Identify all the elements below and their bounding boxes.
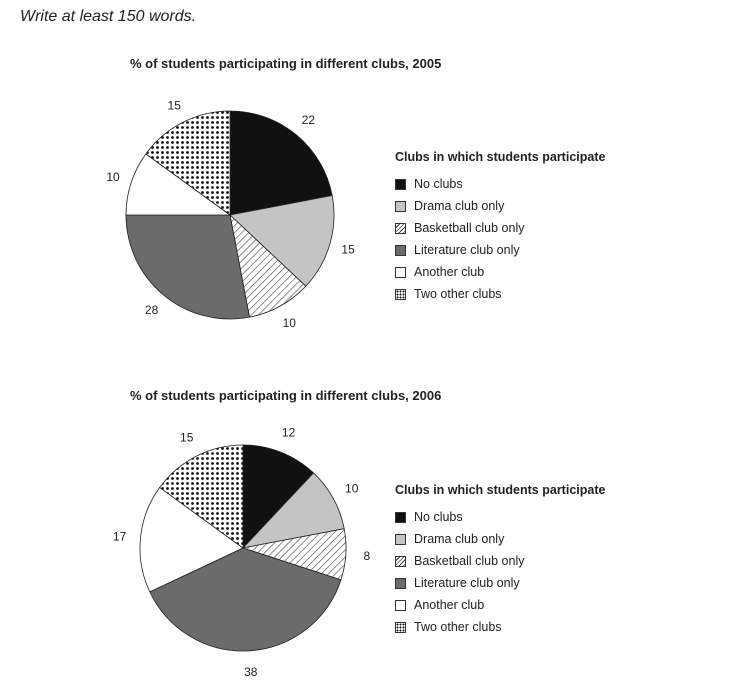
legend-item-drama: Drama club only [395,195,605,217]
swatch-two-other [395,288,406,300]
swatch-basketball [395,555,406,567]
slice-value-label: 17 [113,529,127,543]
swatch-another [395,599,406,611]
pie-slice-no-clubs [229,110,333,216]
slice-value-label: 28 [145,303,159,317]
slice-value-label: 38 [244,665,258,679]
legend-item-another: Another club [395,261,605,283]
pie-slice-literature [125,214,250,320]
swatch-drama [395,533,406,545]
legend-label: Literature club only [414,576,520,590]
pie-slice-two-other [145,110,231,216]
pie-slice-literature [149,547,342,652]
legend-2006: Clubs in which students participate No c… [395,483,605,638]
legend-label: Two other clubs [414,620,502,634]
legend-label: No clubs [414,177,463,191]
legend-label: Drama club only [414,532,505,546]
slice-value-label: 15 [180,431,194,445]
pie-chart-2005: 22 15 10 28 10 15 [106,98,355,330]
slice-value-label: 15 [341,242,355,256]
legend-2005: Clubs in which students participate No c… [395,150,605,305]
swatch-drama [395,200,406,212]
pie-slice-another [139,486,244,593]
pie-chart-2006: 12 10 8 38 17 15 [113,426,371,679]
swatch-literature [395,244,406,256]
legend-label: Basketball club only [414,554,525,568]
slice-value-label: 22 [302,113,316,127]
slice-value-label: 12 [282,426,296,440]
legend-item-basketball: Basketball club only [395,217,605,239]
slice-value-label: 8 [363,549,370,563]
instruction-text: Write at least 150 words. [20,8,197,25]
legend-item-drama: Drama club only [395,528,605,550]
slice-value-label: 10 [345,481,359,495]
pie-slice-drama [229,195,335,287]
swatch-no-clubs [395,511,406,523]
legend-label: Another club [414,598,485,612]
legend-item-no-clubs: No clubs [395,173,605,195]
swatch-literature [395,577,406,589]
swatch-two-other [395,621,406,633]
legend-title: Clubs in which students participate [395,150,606,164]
legend-label: Literature club only [414,243,520,257]
legend-title: Clubs in which students participate [395,483,606,497]
legend-item-another: Another club [395,594,605,616]
swatch-no-clubs [395,178,406,190]
legend-label: Another club [414,265,485,279]
legend-item-two-other: Two other clubs [395,616,605,638]
slice-value-label: 10 [106,170,120,184]
legend-item-basketball: Basketball club only [395,550,605,572]
slice-value-label: 10 [283,316,297,330]
slice-value-label: 15 [168,98,182,112]
legend-item-literature: Literature club only [395,239,605,261]
chart-title-2005: % of students participating in different… [130,56,442,71]
legend-item-literature: Literature club only [395,572,605,594]
pie-slice-no-clubs [242,444,315,550]
legend-label: Drama club only [414,199,505,213]
legend-label: Two other clubs [414,287,502,301]
legend-item-no-clubs: No clubs [395,506,605,528]
swatch-basketball [395,222,406,234]
legend-label: No clubs [414,510,463,524]
legend-label: Basketball club only [414,221,525,235]
chart-title-2006: % of students participating in different… [130,388,442,403]
legend-item-two-other: Two other clubs [395,283,605,305]
swatch-another [395,266,406,278]
pie-slice-two-other [159,444,244,549]
